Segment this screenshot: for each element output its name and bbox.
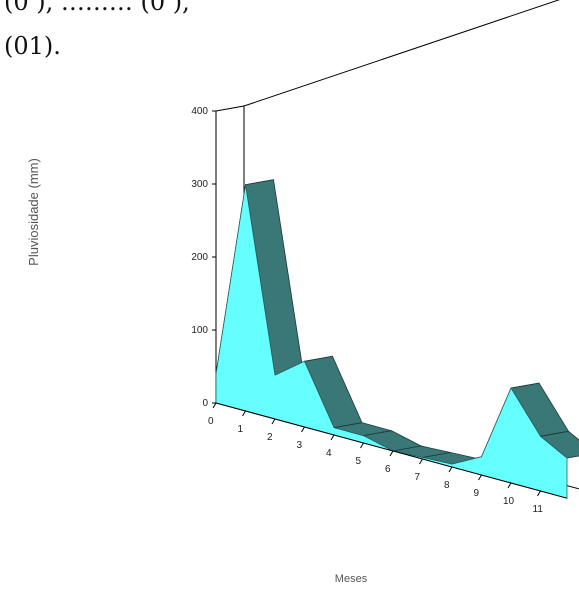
x-tick-label: 9 — [474, 488, 480, 499]
x-tick-mark — [272, 419, 275, 424]
x-tick-label: 1 — [238, 424, 244, 435]
x-tick-mark — [213, 403, 216, 408]
x-tick-label: 3 — [297, 440, 303, 451]
x-tick-mark — [538, 491, 541, 496]
x-tick-mark — [361, 443, 364, 448]
y-axis-label: Pluviosidade (mm) — [26, 158, 41, 266]
back-wall-top-edge — [244, 0, 579, 106]
x-tick-mark — [508, 483, 511, 488]
x-tick-label: 8 — [444, 480, 450, 491]
x-tick-label: 5 — [356, 456, 362, 467]
chart-area-surface — [216, 180, 579, 499]
x-tick-label: 11 — [533, 504, 544, 515]
y-tick-label: 0 — [202, 398, 208, 409]
x-tick-mark — [420, 459, 423, 464]
x-tick-mark — [479, 475, 482, 480]
x-tick-label: 10 — [503, 496, 515, 507]
x-tick-label: 0 — [208, 416, 214, 427]
y-tick-label: 300 — [191, 179, 208, 190]
x-tick-mark — [243, 411, 246, 416]
x-axis-label: Meses — [335, 573, 368, 585]
y-tick-label: 100 — [191, 325, 208, 336]
x-tick-label: 2 — [267, 432, 273, 443]
x-tick-mark — [449, 467, 452, 472]
x-tick-mark — [390, 451, 393, 456]
x-tick-label: 4 — [326, 448, 332, 459]
x-tick-mark — [302, 427, 305, 432]
y-axis-ticks: 0 100 200 300 400 — [191, 106, 216, 409]
x-tick-label: 6 — [385, 464, 391, 475]
x-tick-mark — [331, 435, 334, 440]
y-tick-label: 200 — [191, 252, 208, 263]
x-tick-label: 7 — [415, 472, 421, 483]
y-tick-label: 400 — [191, 106, 208, 117]
